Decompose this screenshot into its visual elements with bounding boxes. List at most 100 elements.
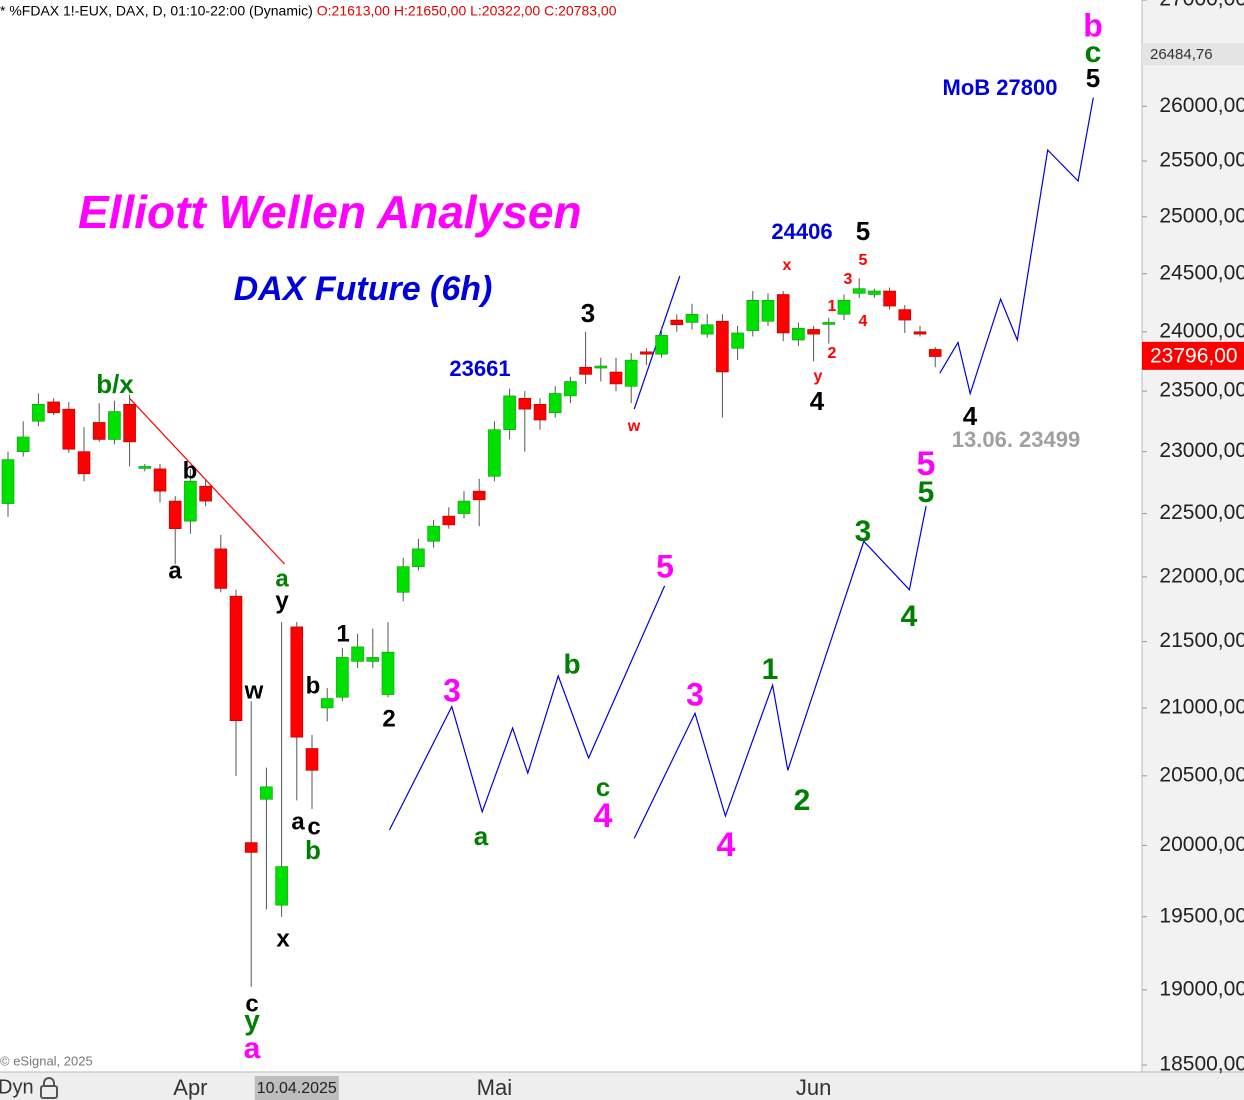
candle-body (244, 842, 258, 853)
wave-label: 4 (963, 401, 978, 431)
candle-body (412, 548, 425, 567)
wave-label: 1 (336, 620, 349, 647)
candle-body (564, 381, 577, 397)
price-marker (1142, 341, 1244, 370)
candle-body (442, 515, 456, 526)
candle-body (731, 332, 744, 349)
y-tick-label: 22500,00 (1159, 501, 1244, 524)
chart-title: Elliott Wellen Analysen (78, 186, 582, 238)
wave-label: y (275, 587, 289, 614)
wave-label: 24406 (771, 219, 832, 244)
wave-label: y (244, 1004, 260, 1035)
candle-body (305, 748, 319, 771)
chart-subtitle: DAX Future (6h) (234, 270, 493, 308)
candle-body (472, 490, 486, 501)
price-axis-bg (1142, 0, 1244, 1100)
candle-body (168, 500, 182, 529)
wave-label: 5 (859, 252, 868, 269)
wave-label: w (244, 677, 264, 704)
wave-label: 3 (443, 672, 461, 708)
y-tick-label: 19000,00 (1159, 977, 1244, 1000)
wave-label: c (307, 813, 320, 840)
candle-body (32, 404, 45, 422)
y-tick-label: 25500,00 (1159, 149, 1244, 172)
candle-body (260, 786, 273, 800)
candle-body (533, 404, 547, 421)
candle-body (290, 626, 304, 738)
wave-label: 2 (794, 784, 811, 817)
candle-body (457, 500, 471, 514)
candle-body (427, 525, 440, 542)
footer-dyn: Dyn (0, 1076, 34, 1098)
candle-body (807, 329, 820, 335)
wave-label: 3 (686, 676, 704, 712)
y-tick-label: 23000,00 (1159, 439, 1244, 462)
candle-body (746, 299, 760, 331)
y-tick-label: 21500,00 (1159, 629, 1244, 652)
x-tick-label: Apr (173, 1075, 207, 1100)
lock-icon[interactable] (40, 1077, 58, 1099)
wave-label: 4 (859, 313, 868, 330)
y-tick-label: 20000,00 (1159, 833, 1244, 856)
candle-body (640, 351, 653, 355)
candle-body (868, 290, 881, 295)
wave-label: c (596, 772, 610, 802)
y-tick-label: 20500,00 (1159, 763, 1244, 786)
wave-label: 1 (762, 653, 779, 686)
wave-label: 5 (917, 445, 936, 483)
y-tick-label: 24000,00 (1159, 319, 1244, 342)
candle-body (16, 436, 30, 452)
header-ohlc: O:21613,00 H:21650,00 L:20322,00 C:20783… (317, 3, 617, 19)
candle-body (320, 698, 334, 709)
y-tick-label: 22000,00 (1159, 564, 1244, 587)
time-axis-bg (0, 1072, 1244, 1100)
x-tick-label: Mai (477, 1075, 512, 1100)
candle-body (92, 422, 106, 440)
wave-label: c (1085, 36, 1102, 69)
copyright: © eSignal, 2025 (0, 1053, 93, 1068)
candle-body (275, 866, 288, 906)
lock-body (40, 1085, 58, 1099)
wave-label: 2 (828, 345, 837, 362)
projection-line (388, 585, 666, 831)
candle-body (123, 404, 136, 443)
candle-body (47, 401, 60, 414)
wave-label: 4 (810, 386, 825, 416)
candle-body (351, 646, 364, 662)
wave-label: 13.06. 23499 (952, 427, 1080, 452)
candle-body (594, 365, 608, 369)
candle-body (503, 395, 516, 431)
candle-body (138, 466, 152, 469)
y-tick-label: 24500,00 (1159, 261, 1244, 284)
wave-label: b (563, 648, 580, 679)
y-tick-label: 21000,00 (1159, 695, 1244, 718)
candle-body (928, 349, 942, 357)
candle-body (1, 459, 15, 504)
candle-body (396, 566, 410, 593)
candle-body (336, 657, 349, 698)
projection-line (633, 505, 927, 839)
wave-label: 2 (382, 705, 395, 732)
candle-body (792, 327, 805, 341)
candle-body (700, 324, 714, 335)
candle-body (518, 397, 532, 410)
y-tick-label: 26000,00 (1159, 94, 1244, 117)
wave-label: 5 (856, 216, 870, 246)
candle-body (685, 313, 699, 323)
wave-label: 4 (594, 797, 613, 835)
candle-body (579, 366, 592, 375)
candle-body (214, 548, 228, 589)
candle-body (62, 408, 76, 450)
candle-body (77, 451, 91, 475)
wave-label: c (245, 990, 258, 1017)
candle-body (761, 299, 775, 322)
wave-label: 4 (717, 826, 736, 864)
y-tick-label: 27000,00 (1159, 0, 1244, 11)
wave-label: 23661 (449, 356, 510, 381)
projection-line (129, 397, 286, 565)
candle-body (108, 411, 121, 440)
candle-body (624, 359, 638, 387)
wave-label: a (168, 557, 182, 584)
candle-body (822, 322, 836, 325)
